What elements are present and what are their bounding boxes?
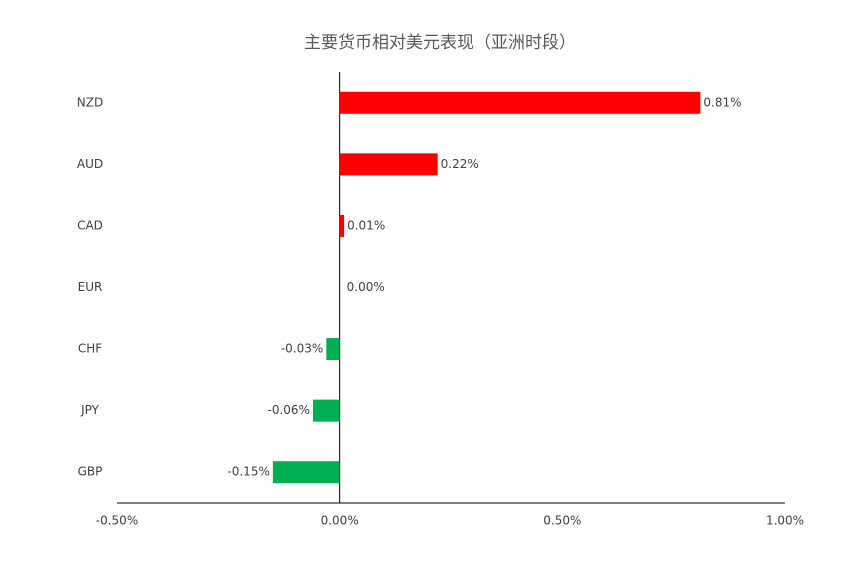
data-label: 0.00% [347,280,385,294]
bar [339,91,701,114]
x-tick-label: -0.50% [96,514,138,528]
bar [326,338,340,361]
x-tick-label: 0.00% [321,514,359,528]
bar [339,153,438,176]
bar [272,461,340,484]
y-tick-label: NZD [77,95,103,109]
y-tick-label: CAD [77,218,103,232]
x-tick-label: 0.50% [543,514,581,528]
y-tick-label: GBP [78,465,103,479]
bar [339,214,345,237]
y-tick-label: AUD [77,157,103,171]
data-label: -0.15% [227,465,269,479]
chart-title: 主要货币相对美元表现（亚洲时段） [304,33,576,53]
y-tick-label: EUR [78,280,103,294]
data-label: 0.81% [703,95,741,109]
data-label: 0.22% [441,157,479,171]
bar [312,399,340,422]
y-tick-label: JPY [80,403,100,417]
y-tick-label: CHF [78,342,102,356]
data-label: -0.03% [281,342,323,356]
data-label: 0.01% [347,218,385,232]
x-tick-label: 1.00% [766,514,804,528]
data-label: -0.06% [267,403,309,417]
